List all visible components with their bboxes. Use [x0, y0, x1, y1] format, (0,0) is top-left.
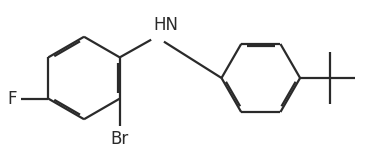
Text: HN: HN [153, 16, 178, 34]
Text: Br: Br [111, 130, 129, 148]
Text: F: F [7, 90, 17, 108]
